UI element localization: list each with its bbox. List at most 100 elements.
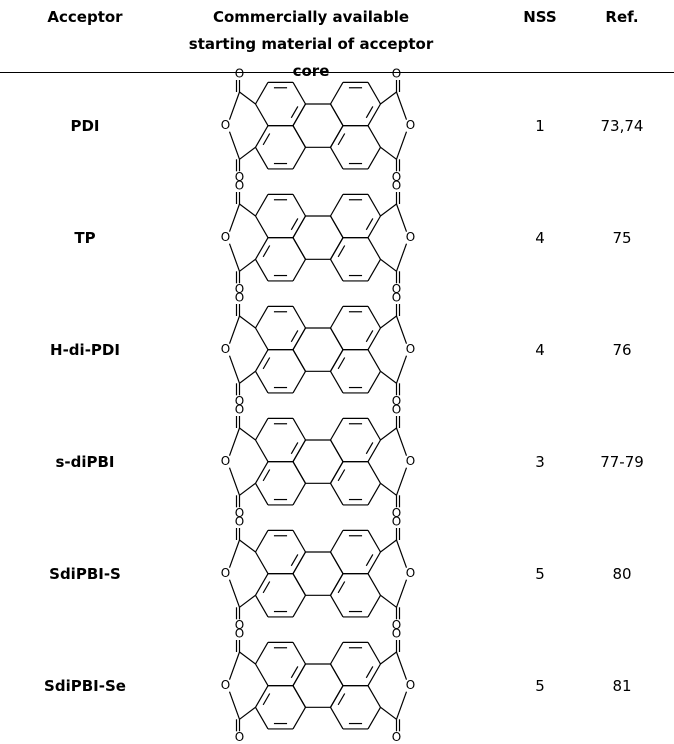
atom-label: O bbox=[392, 730, 401, 744]
structure: O O O O O O bbox=[221, 627, 415, 744]
atom-label: O bbox=[235, 394, 244, 408]
bond bbox=[329, 461, 344, 484]
ref-value: 77-79 bbox=[600, 453, 644, 471]
bond bbox=[292, 707, 307, 730]
bond bbox=[228, 467, 241, 496]
bond bbox=[367, 439, 382, 462]
bond bbox=[254, 439, 269, 462]
bond bbox=[329, 125, 344, 148]
bond bbox=[254, 306, 269, 329]
bond bbox=[337, 245, 346, 258]
bond bbox=[228, 243, 241, 272]
bond bbox=[254, 371, 269, 394]
bond bbox=[365, 554, 374, 567]
bond bbox=[290, 330, 299, 343]
bond bbox=[367, 573, 382, 596]
bond bbox=[292, 530, 307, 553]
page: Acceptor Commercially available starting… bbox=[0, 8, 674, 744]
acceptor-name: SdiPBI-Se bbox=[44, 677, 126, 695]
bond bbox=[395, 651, 408, 680]
bond bbox=[290, 554, 299, 567]
bond bbox=[228, 579, 241, 608]
bond bbox=[228, 315, 241, 344]
bond bbox=[254, 327, 269, 350]
bond bbox=[254, 685, 269, 708]
atom-label: O bbox=[235, 515, 244, 529]
bond bbox=[239, 258, 256, 272]
bond bbox=[292, 483, 307, 506]
header-acceptor: Acceptor bbox=[47, 8, 123, 26]
header-rule bbox=[0, 72, 674, 73]
bond bbox=[380, 91, 397, 105]
bond bbox=[395, 355, 408, 384]
bond bbox=[239, 706, 256, 720]
bond bbox=[395, 203, 408, 232]
bond bbox=[367, 237, 382, 260]
bond bbox=[337, 581, 346, 594]
bond bbox=[254, 642, 269, 665]
nss-value: 1 bbox=[535, 117, 545, 135]
bond bbox=[329, 194, 344, 217]
atom-label: O bbox=[392, 506, 401, 520]
bond bbox=[292, 194, 307, 217]
bond bbox=[239, 651, 256, 665]
bond bbox=[228, 203, 241, 232]
bond bbox=[329, 530, 344, 553]
acceptor-name: TP bbox=[74, 229, 96, 247]
bond bbox=[292, 237, 307, 260]
bond bbox=[254, 349, 269, 372]
bond bbox=[395, 539, 408, 568]
bond bbox=[329, 103, 344, 126]
atom-label: O bbox=[235, 618, 244, 632]
atom-label: O bbox=[406, 454, 415, 468]
bond bbox=[367, 194, 382, 217]
atom-label: O bbox=[392, 627, 401, 641]
bond bbox=[254, 103, 269, 126]
bond bbox=[239, 594, 256, 608]
bond bbox=[262, 581, 271, 594]
bond bbox=[239, 91, 256, 105]
bond bbox=[290, 106, 299, 119]
bond bbox=[292, 259, 307, 282]
atom-label: O bbox=[392, 179, 401, 193]
atom-label: O bbox=[406, 678, 415, 692]
bond bbox=[367, 663, 382, 686]
bond bbox=[395, 579, 408, 608]
bond bbox=[239, 203, 256, 217]
atom-label: O bbox=[235, 627, 244, 641]
atom-label: O bbox=[392, 282, 401, 296]
bond bbox=[329, 147, 344, 170]
bond bbox=[262, 693, 271, 706]
bond bbox=[367, 327, 382, 350]
bond bbox=[292, 306, 307, 329]
header-material: Commercially available starting material… bbox=[188, 8, 434, 80]
bond bbox=[367, 595, 382, 618]
bond bbox=[337, 469, 346, 482]
bond bbox=[367, 103, 382, 126]
bond bbox=[329, 349, 344, 372]
bond bbox=[254, 418, 269, 441]
atom-label: O bbox=[392, 67, 401, 81]
bond bbox=[380, 594, 397, 608]
bond bbox=[292, 327, 307, 350]
nss-value: 5 bbox=[535, 677, 545, 695]
bond bbox=[228, 131, 241, 160]
bond bbox=[254, 483, 269, 506]
bond bbox=[292, 573, 307, 596]
bond bbox=[367, 349, 382, 372]
bond bbox=[367, 125, 382, 148]
bond bbox=[262, 469, 271, 482]
structure: O O O O O O bbox=[221, 67, 415, 184]
atom-label: O bbox=[406, 566, 415, 580]
bond bbox=[395, 315, 408, 344]
bond bbox=[292, 82, 307, 105]
bond bbox=[228, 427, 241, 456]
bond bbox=[329, 439, 344, 462]
ref-value: 76 bbox=[612, 341, 632, 359]
acceptor-name: SdiPBI-S bbox=[49, 565, 121, 583]
atom-label: O bbox=[392, 403, 401, 417]
bond bbox=[395, 427, 408, 456]
bond bbox=[329, 483, 344, 506]
bond bbox=[337, 693, 346, 706]
bond bbox=[365, 442, 374, 455]
